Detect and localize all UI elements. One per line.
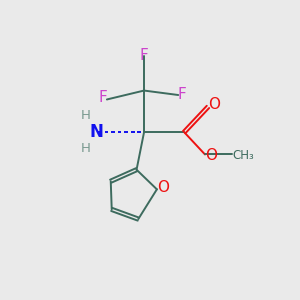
Text: O: O bbox=[208, 97, 220, 112]
Text: H: H bbox=[81, 109, 91, 122]
Text: CH₃: CH₃ bbox=[232, 148, 254, 162]
Text: F: F bbox=[177, 87, 186, 102]
Text: F: F bbox=[140, 48, 148, 63]
Text: H: H bbox=[81, 142, 91, 155]
Text: O: O bbox=[205, 148, 217, 163]
Text: N: N bbox=[90, 123, 104, 141]
Text: F: F bbox=[99, 91, 108, 106]
Text: O: O bbox=[158, 180, 169, 195]
